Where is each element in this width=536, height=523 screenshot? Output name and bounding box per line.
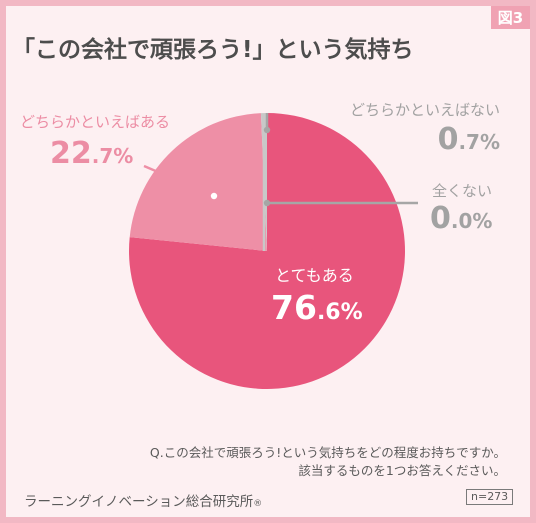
label-somewhat-no: どちらかといえばない 0.7% — [350, 99, 500, 157]
label-very-much-value: 76.6% — [271, 288, 363, 327]
label-very-much-name: とてもある — [275, 266, 354, 285]
sample-size-badge: n=273 — [466, 489, 514, 505]
label-very-much: とてもある 76.6% — [271, 262, 363, 327]
value-int: 76 — [271, 288, 317, 327]
label-not-at-all: 全くない 0.0% — [430, 180, 493, 236]
leader-somewhat-yes — [143, 164, 215, 198]
label-somewhat-no-value: 0.7% — [396, 122, 500, 157]
slice-somewhat-yes — [129, 113, 267, 251]
label-somewhat-no-name: どちらかといえばない — [350, 101, 501, 119]
leader-not-at-all-dot — [263, 199, 271, 207]
label-somewhat-yes-value: 22.7% — [50, 136, 170, 171]
source-name: ラーニングイノベーション総合研究所 — [24, 494, 254, 510]
pie-slices — [129, 113, 406, 389]
leader-lines — [143, 113, 418, 251]
value-dec: .7% — [458, 130, 501, 154]
value-dec: .6% — [316, 300, 363, 325]
value-int: 22 — [50, 136, 92, 171]
label-not-at-all-value: 0.0% — [430, 201, 492, 236]
figure-badge: 図3 — [491, 6, 530, 29]
chart-title: 「この会社で頑張ろう!」という気持ち — [12, 37, 414, 63]
question-line-1: Q.この会社で頑張ろう!という気持ちをどの程度お持ちですか。 — [149, 445, 506, 460]
question-text: Q.この会社で頑張ろう!という気持ちをどの程度お持ちですか。 該当するものを1つ… — [150, 444, 506, 480]
value-int: 0 — [437, 122, 459, 157]
value-int: 0 — [430, 201, 451, 236]
source-credit: ラーニングイノベーション総合研究所® — [24, 490, 262, 510]
question-line-2: 該当するものを1つお答えください。 — [298, 463, 506, 478]
label-somewhat-yes-name: どちらかといえばある — [20, 113, 171, 131]
label-not-at-all-name: 全くない — [432, 182, 493, 200]
leader-somewhat-no-dot — [263, 126, 271, 134]
registered-mark: ® — [253, 499, 263, 509]
value-dec: .7% — [91, 144, 134, 168]
label-somewhat-yes: どちらかといえばある 22.7% — [20, 111, 170, 171]
value-dec: .0% — [450, 209, 493, 233]
leader-somewhat-yes-dot — [210, 192, 218, 200]
